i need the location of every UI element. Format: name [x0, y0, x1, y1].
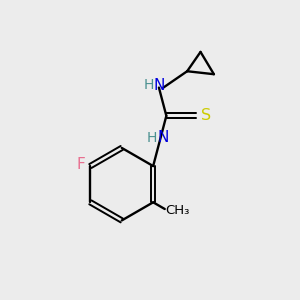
Text: H: H — [146, 131, 157, 145]
Text: N: N — [154, 78, 165, 93]
Text: H: H — [143, 78, 154, 92]
Text: S: S — [201, 108, 212, 123]
Text: CH₃: CH₃ — [165, 204, 189, 217]
Text: F: F — [76, 157, 85, 172]
Text: N: N — [157, 130, 168, 146]
